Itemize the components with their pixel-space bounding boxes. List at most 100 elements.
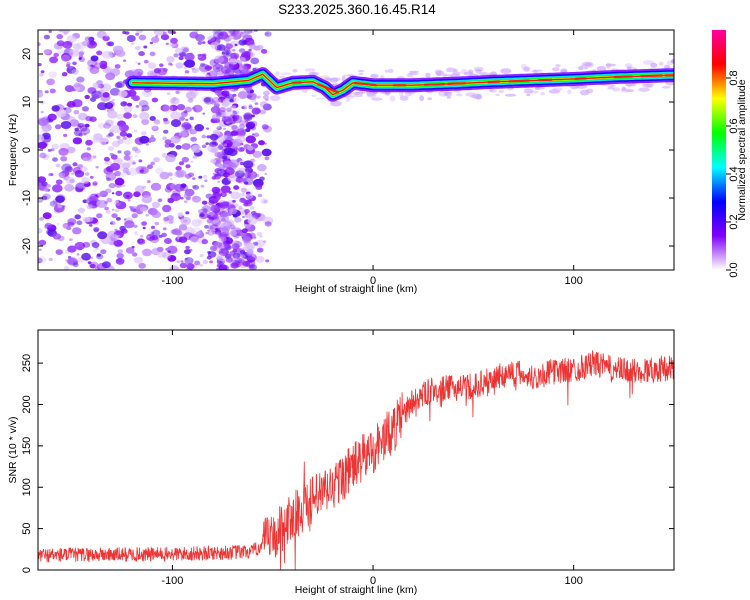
amplitude-blob <box>132 95 140 102</box>
amplitude-blob <box>86 147 91 151</box>
amplitude-blob <box>104 33 110 38</box>
amplitude-blob <box>243 114 253 121</box>
amplitude-blob <box>82 241 91 248</box>
amplitude-blob <box>96 50 103 56</box>
amplitude-blob <box>113 239 123 247</box>
amplitude-blob <box>207 144 218 153</box>
amplitude-blob <box>60 156 68 162</box>
amplitude-blob <box>213 157 222 165</box>
amplitude-blob <box>249 89 254 94</box>
amplitude-blob <box>178 116 185 121</box>
amplitude-blob <box>123 155 131 161</box>
amplitude-blob <box>180 196 184 200</box>
amplitude-blob <box>232 48 236 52</box>
amplitude-blob <box>180 216 192 226</box>
amplitude-blob <box>56 34 64 40</box>
amplitude-blob <box>145 213 149 217</box>
amplitude-haze <box>446 67 457 73</box>
amplitude-blob <box>121 162 131 169</box>
amplitude-blob <box>170 135 181 144</box>
amplitude-blob <box>66 101 76 108</box>
amplitude-blob <box>201 239 209 245</box>
amplitude-blob <box>69 238 73 242</box>
amplitude-blob <box>104 102 114 109</box>
amplitude-blob <box>134 155 138 158</box>
amplitude-blob <box>244 119 249 123</box>
amplitude-haze <box>409 70 419 74</box>
amplitude-haze <box>389 95 396 102</box>
amplitude-haze <box>523 66 531 72</box>
amplitude-blob <box>207 229 210 232</box>
snr-x-tick-label: 100 <box>565 575 583 587</box>
amplitude-blob <box>199 263 203 267</box>
amplitude-blob <box>205 73 212 78</box>
amplitude-blob <box>107 101 115 107</box>
amplitude-blob <box>199 213 205 218</box>
amplitude-blob <box>110 162 121 171</box>
amplitude-blob <box>207 211 218 220</box>
amplitude-haze <box>531 70 538 73</box>
amplitude-blob <box>229 98 234 103</box>
amplitude-blob <box>107 230 117 239</box>
amplitude-blob <box>73 110 80 115</box>
amplitude-blob <box>231 105 237 109</box>
amplitude-blob <box>224 110 234 118</box>
amplitude-blob <box>97 122 106 129</box>
amplitude-haze <box>442 73 447 78</box>
amplitude-blob <box>150 225 156 230</box>
amplitude-blob <box>146 235 150 239</box>
amplitude-blob <box>254 102 259 105</box>
amplitude-blob <box>202 112 206 115</box>
amplitude-blob <box>76 44 79 47</box>
amplitude-blob <box>38 256 47 264</box>
amplitude-haze <box>465 92 476 97</box>
amplitude-blob <box>232 93 237 97</box>
amplitude-blob <box>162 204 172 213</box>
amplitude-blob <box>237 259 243 264</box>
amplitude-blob <box>183 110 188 114</box>
amplitude-blob <box>65 128 68 131</box>
amplitude-blob <box>45 184 51 188</box>
amplitude-blob <box>51 105 60 112</box>
amplitude-blob <box>148 207 159 216</box>
amplitude-blob <box>68 49 79 57</box>
amplitude-blob <box>122 184 126 188</box>
amplitude-blob <box>126 171 131 175</box>
amplitude-blob <box>117 249 124 254</box>
amplitude-blob <box>192 195 201 203</box>
amplitude-blob <box>96 253 101 257</box>
amplitude-blob <box>252 150 262 158</box>
amplitude-blob <box>43 34 51 40</box>
amplitude-blob <box>107 110 118 119</box>
amplitude-blob <box>114 82 123 89</box>
amplitude-blob <box>100 96 108 102</box>
amplitude-blob <box>152 125 158 130</box>
amplitude-blob <box>200 62 206 67</box>
amplitude-blob <box>169 104 178 112</box>
amplitude-blob <box>179 184 189 192</box>
amplitude-blob <box>40 100 45 105</box>
spectrogram-y-tick-label: 10 <box>21 96 33 108</box>
amplitude-blob <box>38 228 43 234</box>
amplitude-blob <box>106 177 111 182</box>
amplitude-blob <box>226 107 232 112</box>
amplitude-haze <box>324 77 332 80</box>
amplitude-blob <box>210 100 216 105</box>
amplitude-blob <box>249 206 255 210</box>
amplitude-blob <box>80 166 88 172</box>
amplitude-blob <box>201 68 209 75</box>
amplitude-blob <box>64 266 69 270</box>
amplitude-blob <box>138 262 146 269</box>
amplitude-blob <box>192 185 200 190</box>
amplitude-blob <box>123 153 133 161</box>
amplitude-blob <box>234 203 239 207</box>
amplitude-blob <box>206 72 211 75</box>
amplitude-blob <box>179 262 188 269</box>
ridge-peak-segment <box>447 82 467 86</box>
amplitude-blob <box>244 212 252 219</box>
amplitude-blob <box>141 118 150 125</box>
amplitude-blob <box>81 177 90 184</box>
amplitude-blob <box>243 160 254 169</box>
amplitude-blob <box>43 49 51 55</box>
amplitude-blob <box>246 122 255 130</box>
